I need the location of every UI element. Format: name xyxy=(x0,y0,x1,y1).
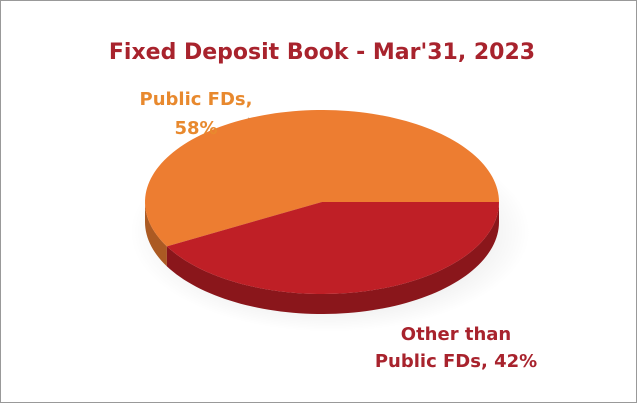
pie-slice xyxy=(145,110,499,247)
slice-side xyxy=(145,202,167,267)
data-label: 58% xyxy=(174,118,217,139)
data-label: Public FDs, 42% xyxy=(375,351,537,372)
data-label: Other than xyxy=(401,324,511,345)
slice-side xyxy=(166,202,499,314)
chart-title: Fixed Deposit Book - Mar'31, 2023 xyxy=(109,40,535,65)
data-label: Public FDs, xyxy=(140,89,253,110)
pie-slice xyxy=(166,202,499,294)
